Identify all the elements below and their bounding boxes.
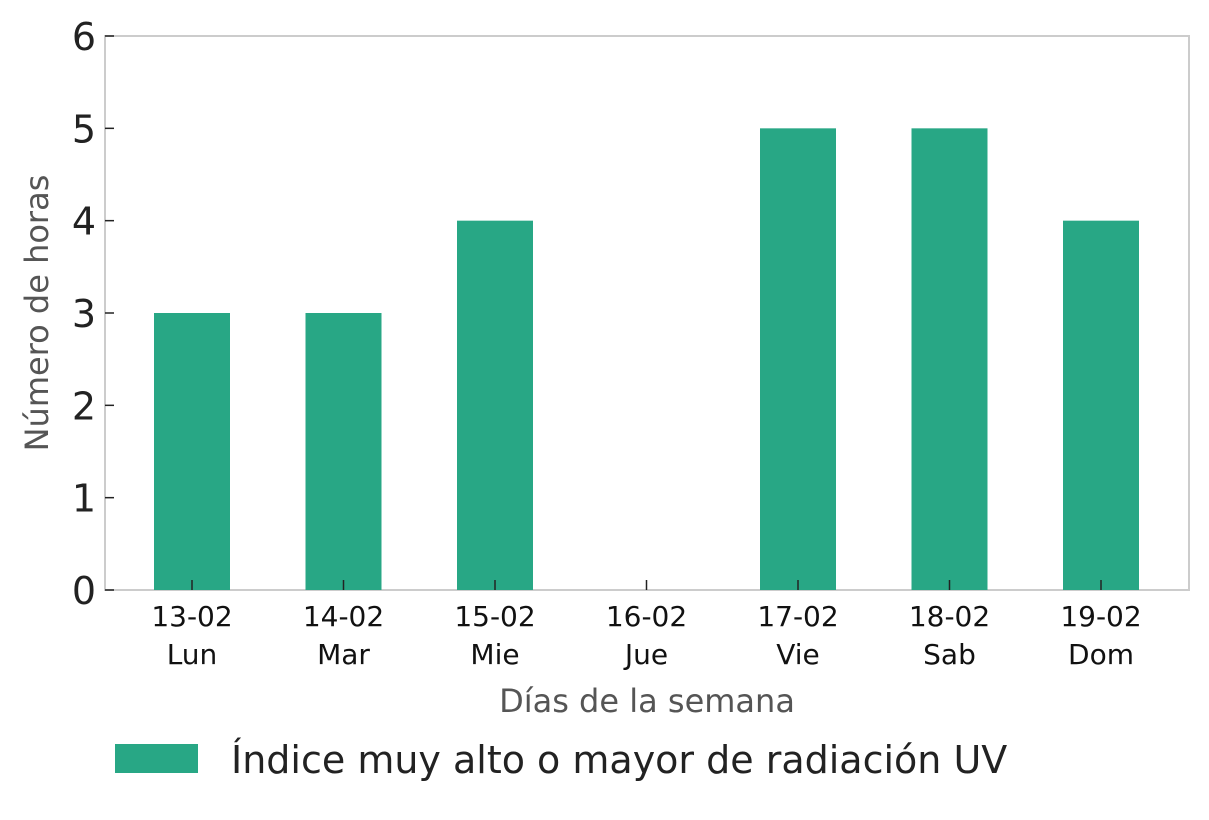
y-axis-label: Número de horas bbox=[18, 175, 56, 452]
y-tick-label: 0 bbox=[72, 569, 96, 613]
x-tick-label-date: 17-02 bbox=[757, 600, 838, 633]
x-tick-label-date: 18-02 bbox=[909, 600, 990, 633]
bar-13-02 bbox=[154, 313, 230, 590]
y-tick-label: 4 bbox=[72, 200, 96, 244]
x-tick-label-day: Lun bbox=[167, 638, 218, 671]
x-tick-label-day: Sab bbox=[923, 638, 976, 671]
x-tick-label-date: 16-02 bbox=[606, 600, 687, 633]
legend-label: Índice muy alto o mayor de radiación UV bbox=[231, 738, 1007, 782]
bar-17-02 bbox=[760, 128, 836, 591]
bar-19-02 bbox=[1063, 220, 1139, 590]
x-tick-label-day: Mar bbox=[317, 638, 370, 671]
x-axis-label: Días de la semana bbox=[499, 682, 795, 720]
y-tick-label: 3 bbox=[72, 292, 96, 336]
x-tick-label-date: 19-02 bbox=[1060, 600, 1141, 633]
y-tick-label: 5 bbox=[72, 107, 96, 151]
bar-14-02 bbox=[305, 313, 382, 590]
y-tick-label: 1 bbox=[72, 477, 96, 521]
x-tick-label-day: Jue bbox=[623, 638, 668, 671]
bar-18-02 bbox=[911, 128, 988, 591]
x-tick-label-date: 15-02 bbox=[454, 600, 535, 633]
legend: Índice muy alto o mayor de radiación UV bbox=[115, 738, 1007, 782]
bar-15-02 bbox=[457, 220, 533, 590]
x-tick-label-day: Dom bbox=[1068, 638, 1134, 671]
x-tick-label-day: Vie bbox=[776, 638, 820, 671]
x-tick-label-date: 14-02 bbox=[303, 600, 384, 633]
x-tick-label-date: 13-02 bbox=[151, 600, 232, 633]
legend-swatch bbox=[115, 744, 198, 773]
y-tick-label: 6 bbox=[72, 15, 96, 59]
x-tick-label-day: Mie bbox=[470, 638, 519, 671]
plot-area-frame bbox=[104, 35, 1190, 591]
y-tick-label: 2 bbox=[72, 384, 96, 428]
